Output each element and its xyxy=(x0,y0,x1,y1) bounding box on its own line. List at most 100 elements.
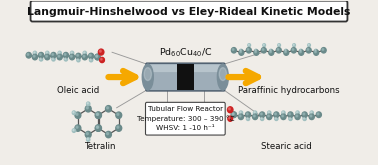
Circle shape xyxy=(304,117,305,119)
Circle shape xyxy=(117,113,119,115)
Circle shape xyxy=(239,114,243,120)
Circle shape xyxy=(254,50,259,55)
Circle shape xyxy=(240,112,241,113)
Circle shape xyxy=(76,126,78,128)
Circle shape xyxy=(240,49,242,52)
Circle shape xyxy=(285,51,287,53)
Circle shape xyxy=(308,44,309,45)
Circle shape xyxy=(268,112,270,113)
Circle shape xyxy=(95,112,101,118)
Circle shape xyxy=(314,50,319,55)
Circle shape xyxy=(83,51,87,55)
Circle shape xyxy=(70,51,74,55)
Circle shape xyxy=(39,53,41,55)
Circle shape xyxy=(296,112,297,113)
Text: Tubular Flow Reactor
Temperature: 300 – 390 °C
WHSV: 1 -10 h⁻¹: Tubular Flow Reactor Temperature: 300 – … xyxy=(136,106,234,131)
Circle shape xyxy=(75,125,81,131)
Circle shape xyxy=(34,52,35,53)
Circle shape xyxy=(96,112,101,118)
Circle shape xyxy=(275,117,276,119)
Circle shape xyxy=(26,52,31,58)
Ellipse shape xyxy=(144,68,152,81)
Circle shape xyxy=(296,115,298,117)
Circle shape xyxy=(39,57,43,61)
Text: Stearic acid: Stearic acid xyxy=(261,143,311,151)
Circle shape xyxy=(107,132,108,135)
Circle shape xyxy=(253,115,255,117)
Circle shape xyxy=(232,113,234,115)
Circle shape xyxy=(314,51,316,53)
Circle shape xyxy=(260,112,265,117)
Circle shape xyxy=(96,125,101,131)
Circle shape xyxy=(95,125,101,131)
Circle shape xyxy=(240,50,241,51)
Circle shape xyxy=(85,106,91,112)
Circle shape xyxy=(52,57,55,61)
Circle shape xyxy=(27,53,29,55)
Circle shape xyxy=(285,49,287,52)
Circle shape xyxy=(268,115,270,117)
Circle shape xyxy=(302,112,307,117)
Circle shape xyxy=(231,112,237,117)
FancyBboxPatch shape xyxy=(149,65,222,72)
Bar xyxy=(177,64,194,90)
Circle shape xyxy=(232,113,234,115)
Circle shape xyxy=(299,49,302,52)
Circle shape xyxy=(275,113,276,115)
Circle shape xyxy=(105,106,112,112)
Circle shape xyxy=(73,112,74,113)
Circle shape xyxy=(98,49,104,55)
Circle shape xyxy=(58,55,60,57)
Circle shape xyxy=(71,52,72,53)
Circle shape xyxy=(90,54,91,56)
Circle shape xyxy=(85,131,91,138)
Circle shape xyxy=(33,51,37,55)
Circle shape xyxy=(88,53,94,59)
Circle shape xyxy=(321,48,326,53)
Circle shape xyxy=(33,55,35,57)
Circle shape xyxy=(53,58,54,59)
Circle shape xyxy=(308,44,310,47)
Ellipse shape xyxy=(219,68,226,81)
Circle shape xyxy=(295,114,300,120)
Circle shape xyxy=(255,50,256,51)
Circle shape xyxy=(117,126,119,128)
Circle shape xyxy=(87,138,88,140)
Circle shape xyxy=(97,113,99,115)
Text: Oleic acid: Oleic acid xyxy=(57,86,99,95)
Circle shape xyxy=(59,52,60,53)
Circle shape xyxy=(52,53,54,55)
Circle shape xyxy=(289,113,291,115)
Circle shape xyxy=(96,55,98,57)
Circle shape xyxy=(95,54,100,60)
Circle shape xyxy=(65,58,66,59)
Circle shape xyxy=(57,54,62,60)
Circle shape xyxy=(70,54,74,60)
Circle shape xyxy=(96,113,98,115)
Circle shape xyxy=(247,49,249,50)
Circle shape xyxy=(107,107,108,109)
Circle shape xyxy=(314,49,317,52)
Circle shape xyxy=(260,113,262,115)
Circle shape xyxy=(255,49,257,52)
Circle shape xyxy=(45,54,50,60)
Circle shape xyxy=(289,117,292,120)
Circle shape xyxy=(229,117,230,119)
Circle shape xyxy=(87,138,90,141)
Circle shape xyxy=(83,55,85,57)
FancyBboxPatch shape xyxy=(31,1,347,21)
Circle shape xyxy=(46,52,47,53)
Circle shape xyxy=(268,111,271,115)
Circle shape xyxy=(239,111,243,115)
Circle shape xyxy=(309,114,314,120)
Circle shape xyxy=(317,113,319,115)
Circle shape xyxy=(293,44,294,45)
Circle shape xyxy=(100,57,104,63)
Circle shape xyxy=(278,44,280,47)
Circle shape xyxy=(231,48,236,53)
Circle shape xyxy=(261,117,262,119)
Circle shape xyxy=(275,117,278,120)
Circle shape xyxy=(248,44,249,45)
Circle shape xyxy=(228,116,232,121)
Circle shape xyxy=(245,112,251,117)
